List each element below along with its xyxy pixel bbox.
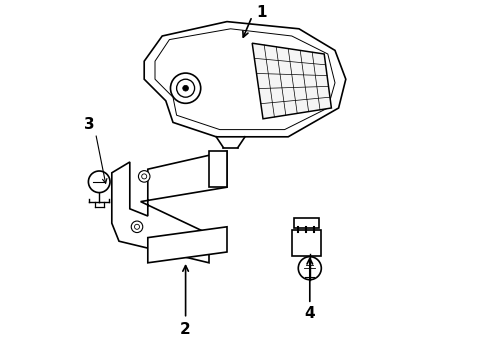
Polygon shape: [148, 227, 227, 263]
Circle shape: [183, 85, 189, 91]
Circle shape: [203, 243, 215, 254]
FancyBboxPatch shape: [292, 230, 320, 256]
Text: 2: 2: [180, 322, 191, 337]
Polygon shape: [252, 43, 331, 119]
Circle shape: [298, 257, 321, 280]
Circle shape: [142, 174, 147, 179]
Circle shape: [206, 246, 212, 251]
FancyBboxPatch shape: [294, 218, 319, 228]
Polygon shape: [209, 151, 227, 187]
PathPatch shape: [144, 22, 346, 137]
Circle shape: [88, 171, 110, 193]
PathPatch shape: [155, 29, 335, 130]
Circle shape: [134, 224, 140, 229]
Text: 3: 3: [84, 117, 95, 132]
Text: 4: 4: [304, 306, 315, 321]
PathPatch shape: [112, 151, 227, 263]
Circle shape: [139, 171, 150, 182]
Circle shape: [171, 73, 201, 103]
Text: 1: 1: [256, 5, 267, 20]
Circle shape: [176, 79, 195, 97]
Circle shape: [131, 221, 143, 233]
